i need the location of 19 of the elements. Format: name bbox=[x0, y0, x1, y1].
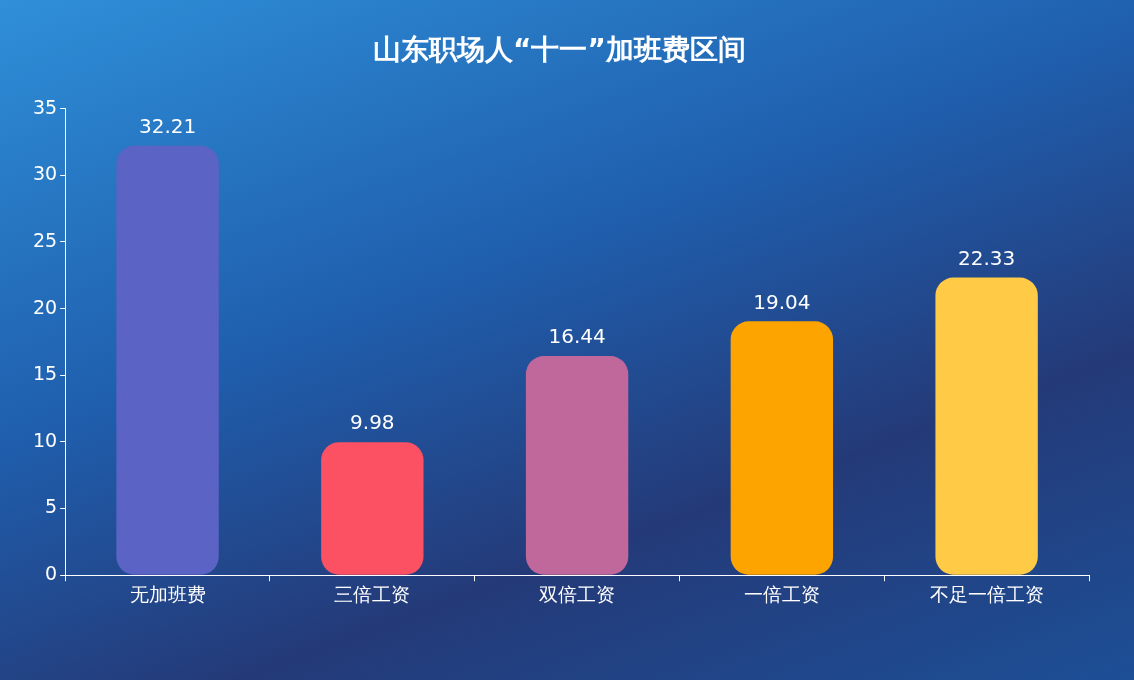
x-tick-label: 三倍工资 bbox=[334, 582, 411, 605]
data-label: 16.44 bbox=[548, 324, 606, 349]
y-tick-label: 20 bbox=[32, 295, 58, 318]
x-tick-label: 双倍工资 bbox=[539, 582, 616, 605]
y-tick-label: 25 bbox=[32, 228, 58, 251]
chart-title: 山东职场人“十一”加班费区间 bbox=[373, 33, 746, 67]
x-tick-label: 无加班费 bbox=[129, 582, 206, 605]
y-tick-label: 35 bbox=[32, 95, 58, 118]
data-label: 9.98 bbox=[350, 410, 395, 435]
x-tick-label: 不足一倍工资 bbox=[929, 582, 1044, 605]
y-tick-label: 10 bbox=[32, 428, 58, 451]
y-tick-label: 5 bbox=[45, 495, 58, 518]
data-label: 32.21 bbox=[138, 114, 197, 138]
y-tick-label: 30 bbox=[32, 162, 58, 185]
data-label: 22.33 bbox=[957, 245, 1016, 270]
y-tick-label: 15 bbox=[32, 362, 58, 385]
y-tick-label: 0 bbox=[45, 562, 58, 585]
x-tick-label: 一倍工资 bbox=[743, 582, 820, 605]
data-label: 19.04 bbox=[753, 289, 811, 314]
